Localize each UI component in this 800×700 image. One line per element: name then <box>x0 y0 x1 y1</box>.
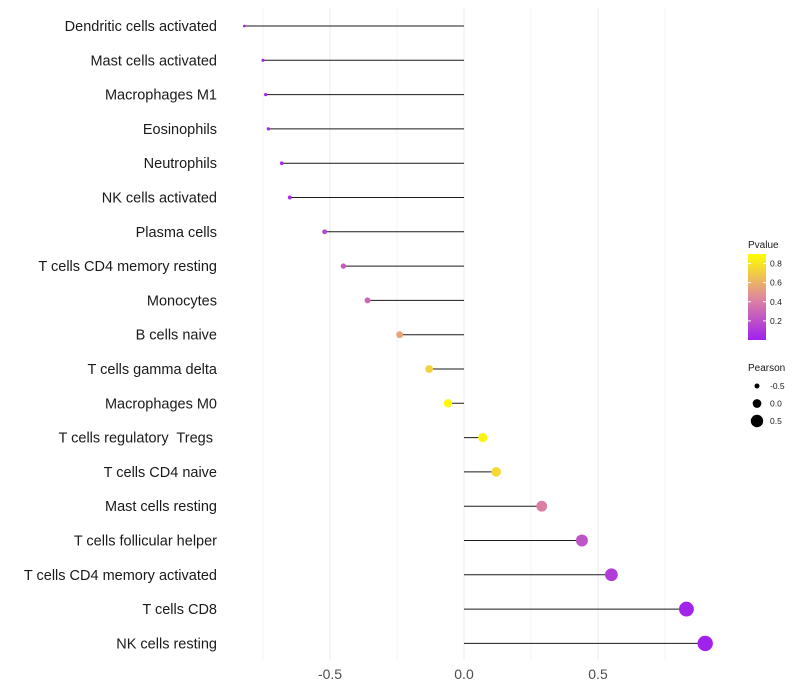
size-legend-label: 0.5 <box>770 416 782 426</box>
data-point <box>425 365 434 373</box>
y-tick-label: B cells naive <box>136 328 217 344</box>
grid <box>262 8 666 660</box>
y-tick-label: T cells gamma delta <box>88 362 218 378</box>
data-point <box>443 399 453 408</box>
y-tick-label: T cells CD4 memory resting <box>38 259 217 275</box>
data-point <box>679 601 694 617</box>
data-point <box>322 229 328 235</box>
y-tick-label: Mast cells activated <box>90 53 217 69</box>
color-legend-tick-label: 0.8 <box>770 259 782 269</box>
y-tick-label: Monocytes <box>147 293 217 309</box>
color-legend-tick-label: 0.4 <box>770 297 782 307</box>
data-point <box>266 127 271 131</box>
size-legend-label: -0.5 <box>770 381 785 391</box>
size-legend-label: 0.0 <box>770 399 782 409</box>
size-legend-title: Pearson <box>748 363 785 374</box>
y-tick-label: Eosinophils <box>143 122 217 138</box>
data-point <box>575 534 588 547</box>
y-tick-label: T cells regulatory Tregs <box>59 431 218 447</box>
points <box>242 24 713 652</box>
data-point <box>697 635 713 652</box>
color-legend-title: Pvalue <box>748 240 779 251</box>
x-tick-label: -0.5 <box>318 666 342 682</box>
y-tick-label: Dendritic cells activated <box>65 19 217 35</box>
y-tick-label: Plasma cells <box>136 225 217 241</box>
y-tick-label: Macrophages M0 <box>105 396 217 412</box>
color-legend-ticks: 0.8 0.6 0.4 0.2 <box>748 259 782 326</box>
x-tick-label: 0.5 <box>588 666 608 682</box>
data-point <box>264 92 268 97</box>
color-legend-bar <box>748 254 766 340</box>
data-point <box>536 500 548 512</box>
segments <box>244 25 706 644</box>
y-tick-label: T cells CD4 naive <box>104 465 217 481</box>
color-legend-tick-label: 0.6 <box>770 278 782 288</box>
data-point <box>242 24 246 28</box>
data-point <box>605 568 618 582</box>
size-legend-items: -0.5 0.0 0.5 <box>750 381 785 428</box>
x-tick-label: 0.0 <box>454 666 474 682</box>
legend: Pvalue 0.8 0.6 0.4 0.2 Pearson -0.5 0.0 0.5 <box>748 240 785 428</box>
color-legend-tick-label: 0.2 <box>770 316 782 326</box>
size-legend-key <box>752 399 762 408</box>
y-tick-label: NK cells activated <box>102 191 217 207</box>
y-tick-label: T cells follicular helper <box>74 534 217 550</box>
y-tick-label: Neutrophils <box>144 156 217 172</box>
data-point <box>287 195 292 200</box>
size-legend-key <box>750 414 764 428</box>
y-tick-label: Mast cells resting <box>105 499 217 515</box>
data-point <box>491 467 501 477</box>
data-point <box>261 58 265 62</box>
y-tick-label: T cells CD8 <box>142 602 217 618</box>
y-tick-label: T cells CD4 memory activated <box>24 568 217 584</box>
data-point <box>478 432 488 443</box>
y-tick-label: Macrophages M1 <box>105 88 217 104</box>
data-point <box>396 331 404 339</box>
y-tick-label: NK cells resting <box>116 636 217 652</box>
data-point <box>364 297 371 304</box>
data-point <box>340 263 347 269</box>
size-legend-key <box>754 383 760 389</box>
data-point <box>279 161 284 166</box>
x-axis-ticks: -0.5 0.0 0.5 <box>318 666 608 682</box>
y-axis-labels: Dendritic cells activated Mast cells acti… <box>24 19 218 652</box>
